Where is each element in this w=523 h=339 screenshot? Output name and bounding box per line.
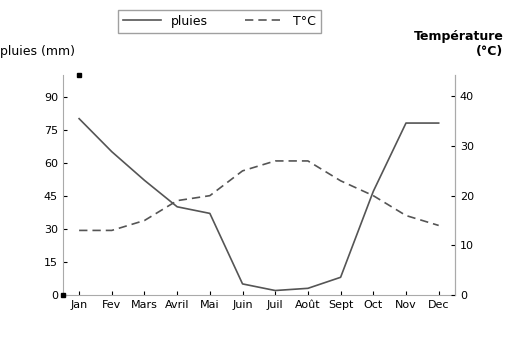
T°C <box>109 228 115 233</box>
T°C <box>305 159 311 163</box>
Line: T°C: T°C <box>79 161 439 231</box>
pluies <box>174 205 180 209</box>
Text: pluies (mm): pluies (mm) <box>0 45 75 58</box>
Legend: pluies, T°C: pluies, T°C <box>119 9 321 33</box>
pluies <box>272 288 278 293</box>
Text: Température
(°C): Température (°C) <box>414 30 504 58</box>
pluies <box>141 178 147 182</box>
pluies <box>207 212 213 216</box>
T°C <box>403 214 409 218</box>
pluies <box>337 275 344 279</box>
pluies <box>305 286 311 290</box>
pluies <box>403 121 409 125</box>
pluies <box>436 121 442 125</box>
T°C <box>174 199 180 203</box>
pluies <box>240 282 246 286</box>
T°C <box>207 194 213 198</box>
T°C <box>272 159 278 163</box>
T°C <box>76 228 82 233</box>
T°C <box>436 223 442 227</box>
T°C <box>337 179 344 183</box>
T°C <box>141 218 147 222</box>
pluies <box>109 150 115 154</box>
T°C <box>370 194 377 198</box>
T°C <box>240 169 246 173</box>
pluies <box>76 117 82 121</box>
Line: pluies: pluies <box>79 119 439 291</box>
pluies <box>370 189 377 193</box>
